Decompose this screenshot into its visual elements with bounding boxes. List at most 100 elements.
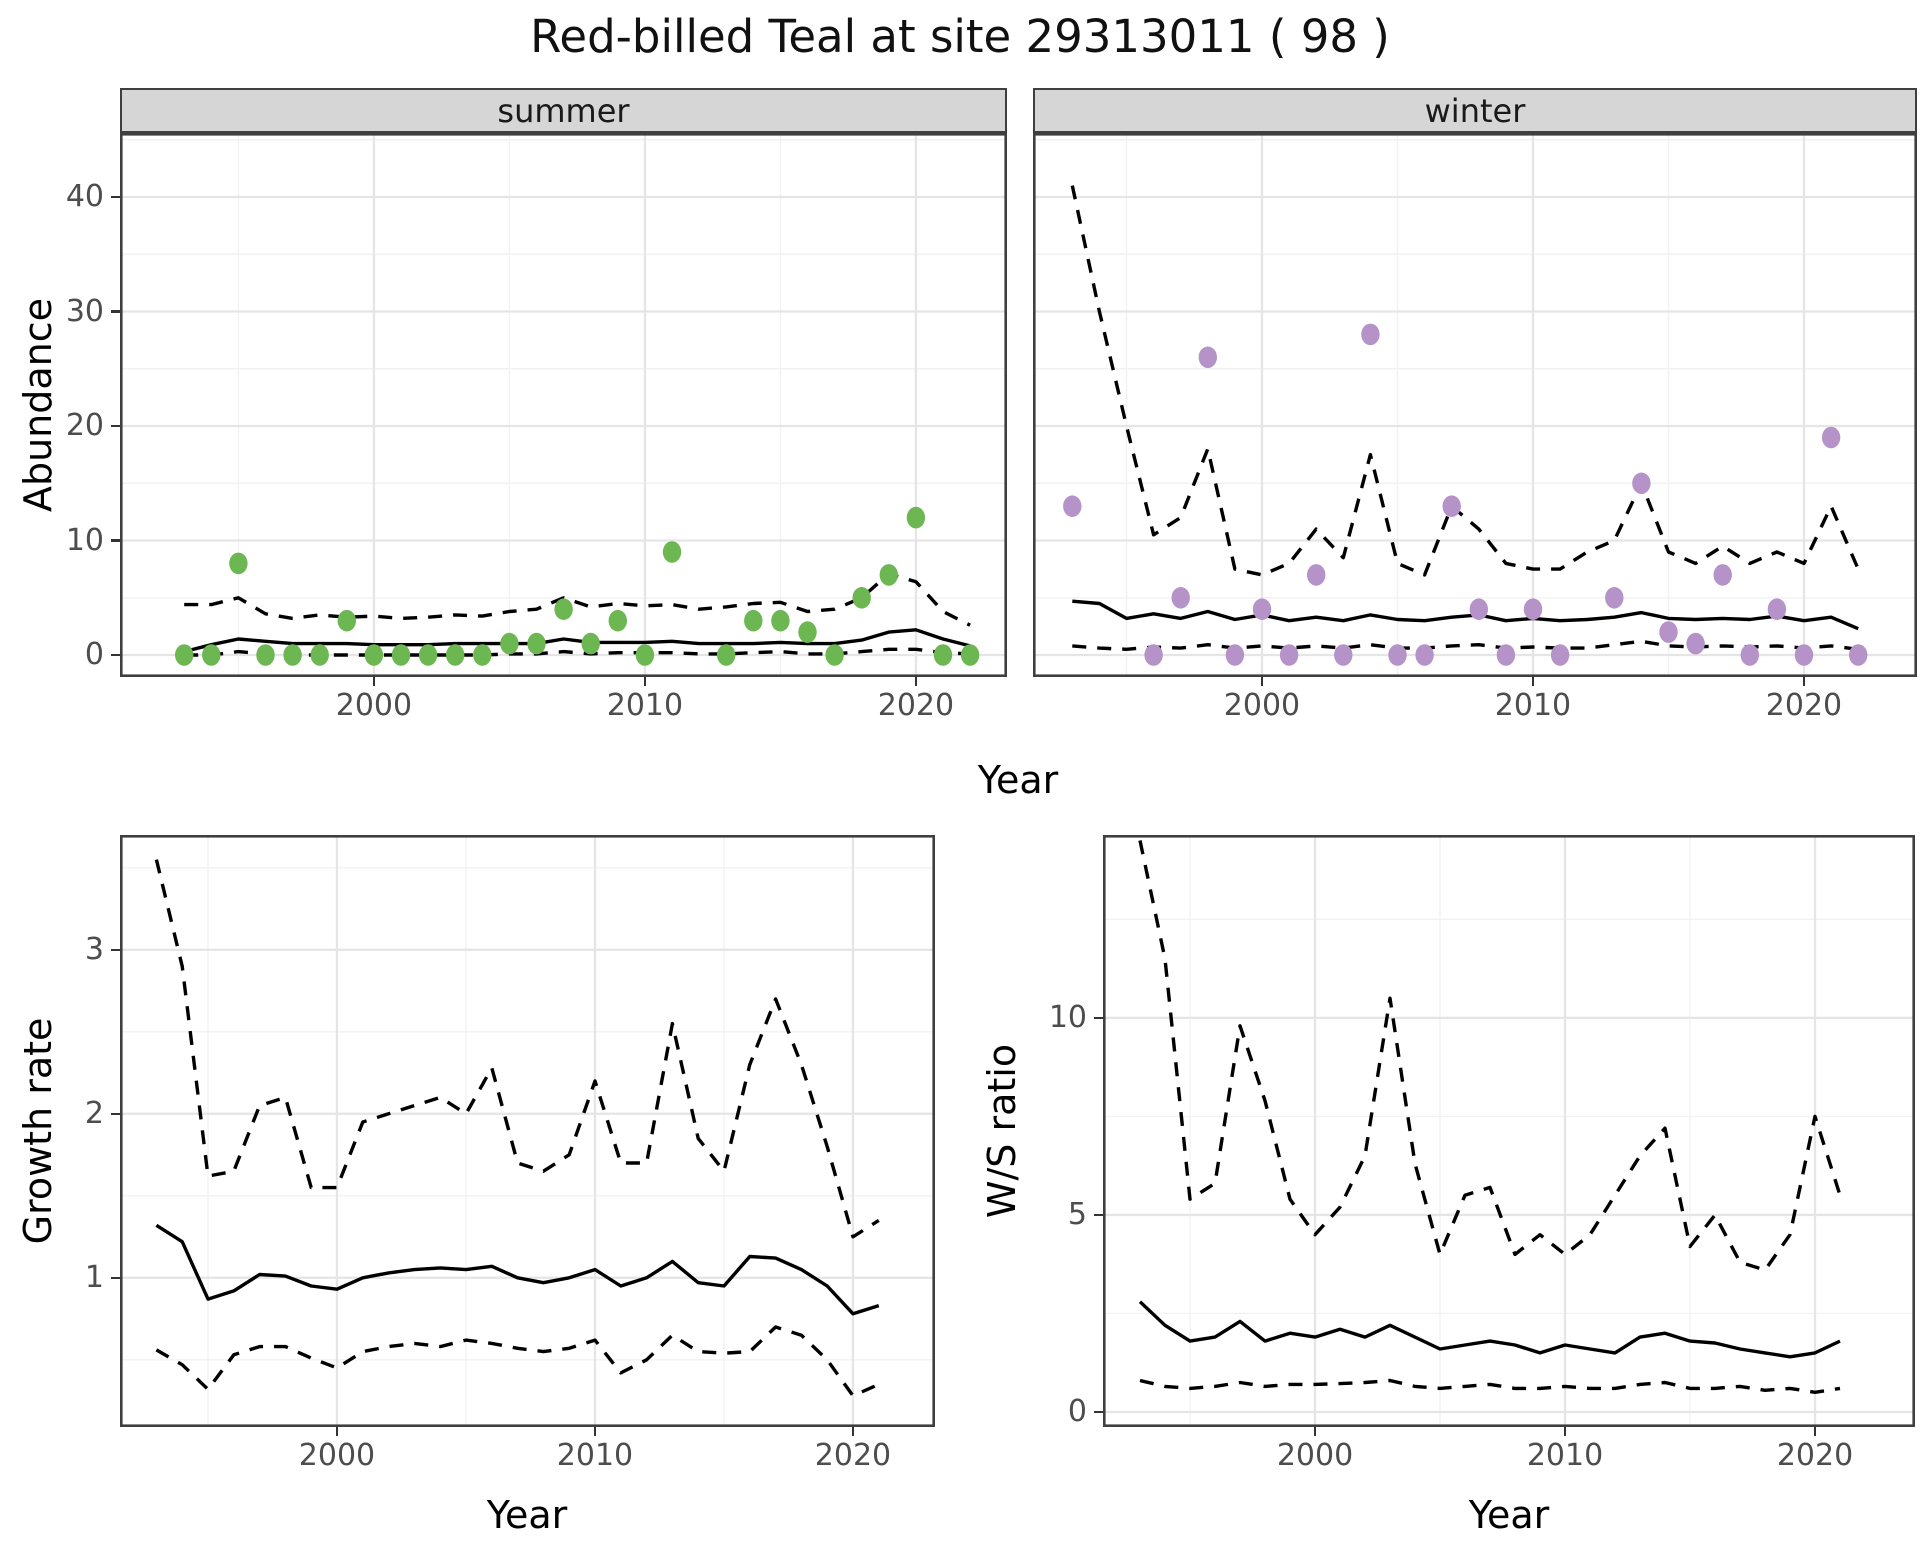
y-tick-label: 5	[1067, 1196, 1087, 1232]
abundance-summer-point	[852, 587, 871, 609]
y-tick-label: 1	[84, 1259, 104, 1295]
abundance-summer-point	[554, 598, 573, 620]
facet-strip-summer-label: summer	[497, 91, 630, 130]
x-tick-mark	[643, 677, 647, 686]
x-tick-label: 2000	[1223, 688, 1301, 723]
facet-strip-winter-label: winter	[1424, 91, 1526, 130]
x-tick-label: 2020	[1776, 1438, 1854, 1473]
y-tick-mark	[111, 948, 120, 952]
abundance-winter-point	[1821, 426, 1841, 449]
facet-strip-summer: summer	[120, 88, 1007, 133]
y-tick-label: 30	[65, 293, 104, 329]
abundance-winter-point	[1713, 564, 1732, 586]
abundance-summer-point	[229, 552, 248, 575]
abundance-summer-point	[283, 644, 302, 666]
abundance-summer-point	[581, 632, 600, 655]
y-tick-label: 10	[65, 522, 104, 558]
panel-ws-ratio: 2000 2010 2020 0 5 10	[1049, 835, 1915, 1472]
abundance-summer-point	[771, 609, 790, 632]
y-tick-mark	[111, 653, 120, 657]
x-tick-label: 2010	[606, 688, 684, 723]
x-tick-mark	[1813, 1427, 1817, 1436]
facet-strip-winter: winter	[1033, 88, 1917, 133]
y-axis-title-ws-ratio: W/S ratio	[980, 1043, 1024, 1219]
x-tick-mark	[1260, 677, 1264, 686]
abundance-winter-point	[1415, 644, 1434, 666]
abundance-winter-point	[1334, 644, 1353, 666]
abundance-winter-point	[1252, 598, 1272, 620]
y-tick-label: 0	[1067, 1394, 1087, 1430]
x-tick-label: 2000	[335, 688, 413, 723]
abundance-summer-point	[717, 644, 736, 666]
abundance-summer-point	[527, 632, 546, 655]
abundance-summer-plot	[120, 133, 1007, 677]
x-tick-label: 2010	[1526, 1438, 1604, 1473]
abundance-winter-point	[1496, 644, 1516, 666]
y-tick-mark	[111, 1112, 120, 1116]
abundance-winter-point	[1144, 644, 1163, 666]
x-tick-label: 2010	[556, 1438, 634, 1473]
abundance-summer-point	[391, 644, 411, 666]
abundance-summer-point	[500, 632, 519, 655]
y-tick-label: 2	[84, 1095, 104, 1131]
x-axis-title-year-ws: Year	[1468, 1493, 1550, 1537]
abundance-summer-point	[906, 506, 926, 529]
abundance-winter-point	[1849, 644, 1868, 666]
y-tick-label: 0	[84, 637, 104, 672]
figure-title: Red-billed Teal at site 29313011 ( 98 )	[530, 10, 1390, 63]
panel-growth-rate: 2000 2010 2020 1 2 3	[85, 835, 935, 1472]
x-tick-label: 2000	[298, 1438, 376, 1473]
ws-ratio-plot	[1103, 835, 1915, 1427]
y-tick-mark	[111, 195, 120, 199]
panel-summer-abundance: 2000 2010 2020 0 10 20 30 40	[66, 133, 1007, 722]
abundance-winter-point	[1550, 644, 1570, 666]
y-axis-title-abundance: Abundance	[16, 297, 60, 513]
abundance-summer-point	[310, 644, 329, 666]
y-tick-mark	[111, 310, 120, 313]
x-tick-mark	[914, 677, 918, 686]
x-tick-mark	[593, 1427, 597, 1436]
x-tick-mark	[372, 677, 376, 686]
abundance-winter-point	[1686, 632, 1705, 655]
abundance-winter-point	[1442, 495, 1461, 517]
abundance-summer-point	[662, 541, 682, 563]
abundance-summer-point	[744, 609, 763, 632]
y-tick-mark	[1094, 1213, 1103, 1217]
y-tick-mark	[111, 539, 120, 542]
abundance-winter-point	[1225, 644, 1245, 666]
abundance-winter-point	[1171, 587, 1190, 609]
y-tick-label: 3	[84, 931, 104, 967]
y-tick-label: 10	[1048, 999, 1087, 1035]
abundance-summer-point	[608, 609, 627, 632]
abundance-summer-point	[256, 644, 275, 666]
x-tick-label: 2020	[1765, 688, 1843, 723]
y-tick-mark	[111, 1276, 120, 1280]
y-tick-label: 20	[65, 408, 104, 443]
abundance-winter-point	[1279, 644, 1299, 666]
abundance-summer-point	[418, 644, 438, 666]
abundance-summer-point	[175, 644, 194, 666]
abundance-winter-point	[1523, 598, 1543, 620]
growth-rate-plot	[120, 835, 935, 1427]
abundance-summer-point	[933, 644, 953, 666]
x-tick-mark	[1531, 677, 1535, 686]
x-axis-title-year-top: Year	[977, 758, 1059, 802]
y-tick-mark	[1094, 1410, 1103, 1414]
panel-winter-abundance: 2000 2010 2020	[1033, 133, 1917, 722]
y-tick-mark	[111, 424, 120, 428]
abundance-winter-point	[1767, 598, 1787, 620]
abundance-summer-point	[798, 621, 817, 643]
abundance-winter-point	[1605, 587, 1624, 609]
abundance-summer-point	[337, 609, 356, 632]
abundance-winter-point	[1063, 495, 1082, 517]
abundance-winter-plot	[1033, 133, 1917, 677]
x-tick-mark	[335, 1427, 339, 1436]
x-tick-mark	[1802, 677, 1806, 686]
abundance-winter-point	[1388, 644, 1407, 666]
x-tick-mark	[1563, 1427, 1567, 1436]
abundance-summer-point	[635, 644, 655, 666]
abundance-winter-point	[1632, 472, 1651, 495]
y-axis-title-growth-rate: Growth rate	[16, 1017, 60, 1245]
abundance-winter-point	[1740, 644, 1759, 666]
